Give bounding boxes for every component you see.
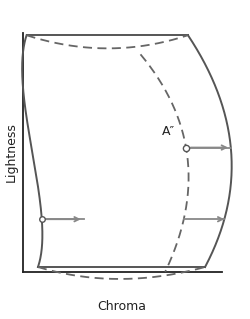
Text: Chroma: Chroma (96, 300, 146, 314)
Text: Lightness: Lightness (5, 122, 18, 182)
Text: A″: A″ (161, 125, 174, 138)
